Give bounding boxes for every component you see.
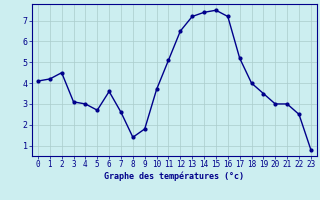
X-axis label: Graphe des températures (°c): Graphe des températures (°c)	[104, 172, 244, 181]
